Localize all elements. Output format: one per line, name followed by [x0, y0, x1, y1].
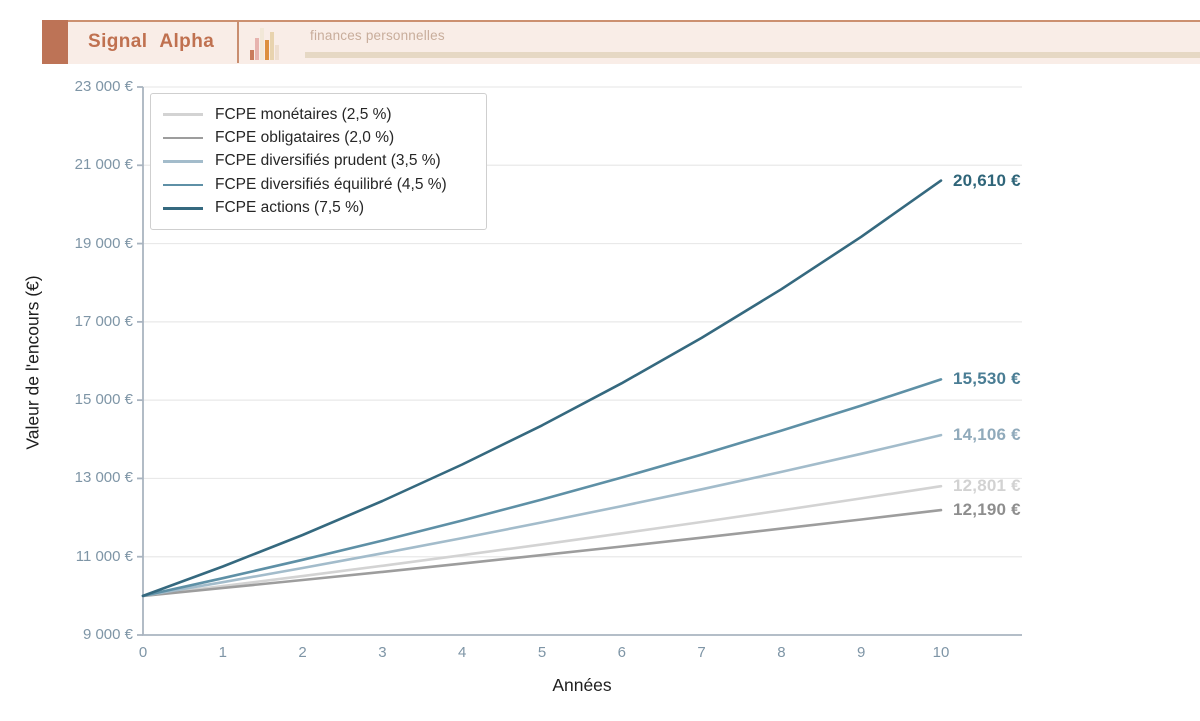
x-tick-label: 7	[697, 644, 706, 661]
bar-chart-icon-bar	[260, 28, 264, 60]
y-tick-label: 15 000 €	[74, 391, 133, 409]
x-tick-label: 10	[932, 644, 950, 661]
x-tick-label: 9	[857, 644, 866, 661]
y-tick-label: 13 000 €	[74, 469, 133, 487]
bar-chart-icon	[250, 26, 284, 60]
series-line-1	[141, 508, 943, 598]
bar-chart-icon-bar	[275, 45, 279, 60]
legend-label: FCPE diversifiés prudent (3,5 %)	[215, 152, 441, 170]
x-tick-label: 0	[138, 644, 148, 661]
bar-chart-icon-bar	[250, 50, 254, 60]
legend-label: FCPE diversifiés équilibré (4,5 %)	[215, 175, 447, 193]
brand-title: Signal Alpha	[88, 31, 215, 52]
x-tick-label: 5	[537, 644, 547, 661]
chart-legend: FCPE monétaires (2,5 %) FCPE obligataires…	[150, 93, 487, 230]
series-line-2	[141, 433, 943, 598]
legend-label: FCPE actions (7,5 %)	[215, 199, 365, 217]
y-tick-label: 17 000 €	[74, 312, 133, 330]
legend-line-swatch	[163, 183, 203, 187]
end-value-annotation: 12,190 €	[953, 500, 1021, 520]
brand-square-logo	[42, 20, 68, 64]
x-tick-label: 8	[777, 644, 786, 661]
bar-chart-icon-bar	[255, 38, 259, 60]
y-tick-label: 21 000 €	[74, 156, 133, 174]
series-line-3	[141, 378, 943, 598]
y-axis-title: Valeur de l'encours (€)	[22, 275, 43, 450]
legend-item: FCPE monétaires (2,5 %)	[163, 103, 474, 126]
y-tick-label: 23 000 €	[74, 78, 133, 95]
x-tick-label: 4	[458, 644, 467, 661]
end-value-annotation: 15,530 €	[953, 369, 1021, 389]
end-value-annotation: 14,106 €	[953, 425, 1021, 445]
bar-chart-icon-bar	[265, 40, 269, 60]
end-value-annotation: 12,801 €	[953, 476, 1021, 496]
tagline-underline-bar	[305, 52, 1200, 58]
legend-item: FCPE diversifiés prudent (3,5 %)	[163, 150, 474, 173]
x-tick-label: 2	[298, 644, 307, 661]
end-value-annotation: 20,610 €	[953, 170, 1021, 190]
legend-item: FCPE obligataires (2,0 %)	[163, 126, 474, 149]
x-tick-label: 3	[378, 644, 387, 661]
bar-chart-icon-bar	[270, 32, 274, 60]
header-divider	[237, 21, 239, 63]
series-line-0	[141, 484, 943, 598]
series-line-4	[141, 179, 943, 598]
legend-line-swatch	[163, 113, 203, 116]
x-axis-title: Années	[552, 675, 612, 695]
legend-line-swatch	[163, 160, 203, 163]
legend-line-swatch	[163, 206, 203, 210]
legend-label: FCPE obligataires (2,0 %)	[215, 129, 395, 147]
legend-label: FCPE monétaires (2,5 %)	[215, 105, 392, 123]
x-tick-label: 6	[617, 644, 626, 661]
legend-item: FCPE diversifiés équilibré (4,5 %)	[163, 173, 474, 196]
y-tick-label: 9 000 €	[82, 626, 133, 643]
y-tick-label: 11 000 €	[75, 547, 133, 565]
y-tick-label: 19 000 €	[74, 234, 133, 252]
x-tick-label: 1	[218, 644, 227, 661]
legend-item: FCPE actions (7,5 %)	[163, 197, 474, 220]
legend-line-swatch	[163, 136, 203, 140]
header-tagline: finances personnelles	[310, 28, 445, 43]
